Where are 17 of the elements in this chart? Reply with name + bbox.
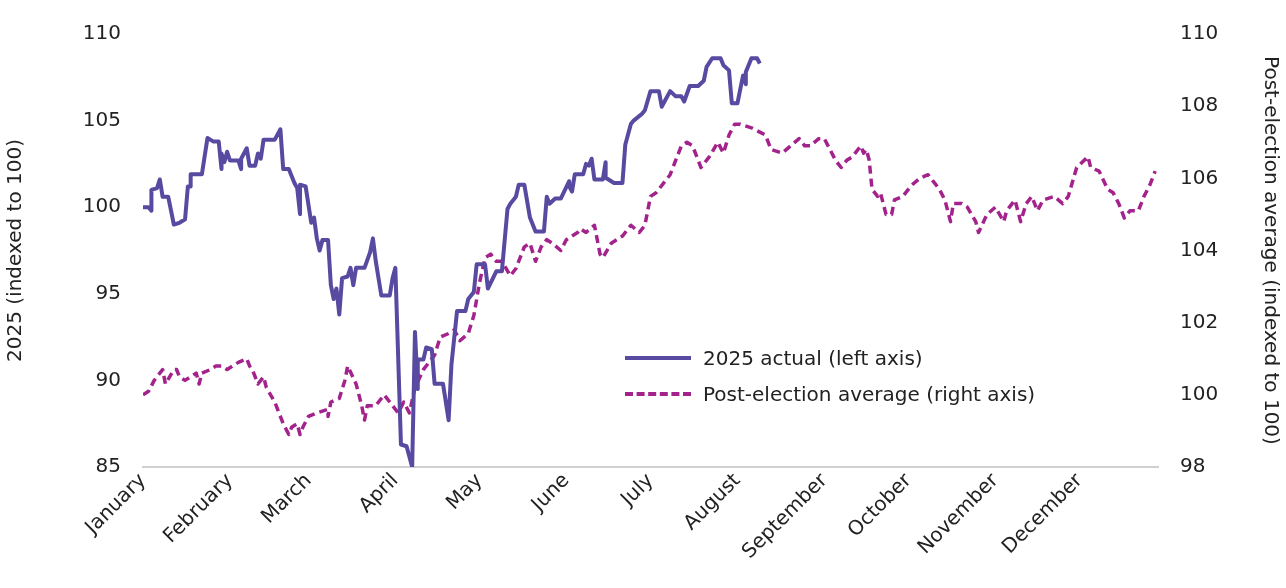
y-tick-label: 95 xyxy=(95,280,121,304)
y2-tick-label: 106 xyxy=(1180,164,1219,189)
legend-label: Post-election average (right axis) xyxy=(703,382,1036,406)
y2-tick-label: 102 xyxy=(1180,308,1219,333)
y2-axis-title: Post-election average (indexed to 100) xyxy=(1259,56,1284,445)
y2-tick-label: 110 xyxy=(1180,20,1219,45)
y-tick-label: 105 xyxy=(82,106,121,131)
y-tick-label: 90 xyxy=(95,366,121,391)
y2-tick-label: 108 xyxy=(1180,92,1219,117)
y-tick-label: 100 xyxy=(82,193,121,218)
legend-label: 2025 actual (left axis) xyxy=(703,346,923,370)
y2-tick-label: 104 xyxy=(1180,236,1219,261)
y-tick-label: 110 xyxy=(82,20,121,45)
y-tick-label: 85 xyxy=(95,453,121,478)
y2-tick-label: 100 xyxy=(1180,381,1219,406)
y-axis-title: 2025 (indexed to 100) xyxy=(2,139,27,362)
y2-tick-label: 98 xyxy=(1180,453,1206,478)
